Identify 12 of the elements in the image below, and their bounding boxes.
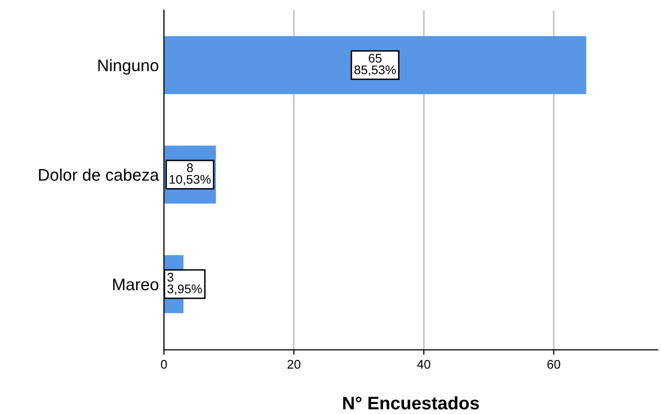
bar — [164, 36, 586, 94]
x-tick-label: 20 — [288, 360, 300, 369]
x-tick-label: 0 — [160, 360, 167, 369]
y-tick-label: Mareo — [113, 278, 158, 290]
y-tick-label: Ninguno — [98, 59, 158, 75]
y-tick-label: Dolor de cabeza — [39, 168, 160, 181]
x-tick-label: 40 — [417, 360, 430, 369]
data-label: 65 85,53% — [354, 54, 396, 76]
data-label: 3 3,95% — [167, 272, 202, 295]
data-label: 8 10,53% — [170, 163, 211, 186]
x-axis-title: N° Encuestados — [343, 396, 479, 410]
x-tick-label: 60 — [547, 360, 560, 369]
